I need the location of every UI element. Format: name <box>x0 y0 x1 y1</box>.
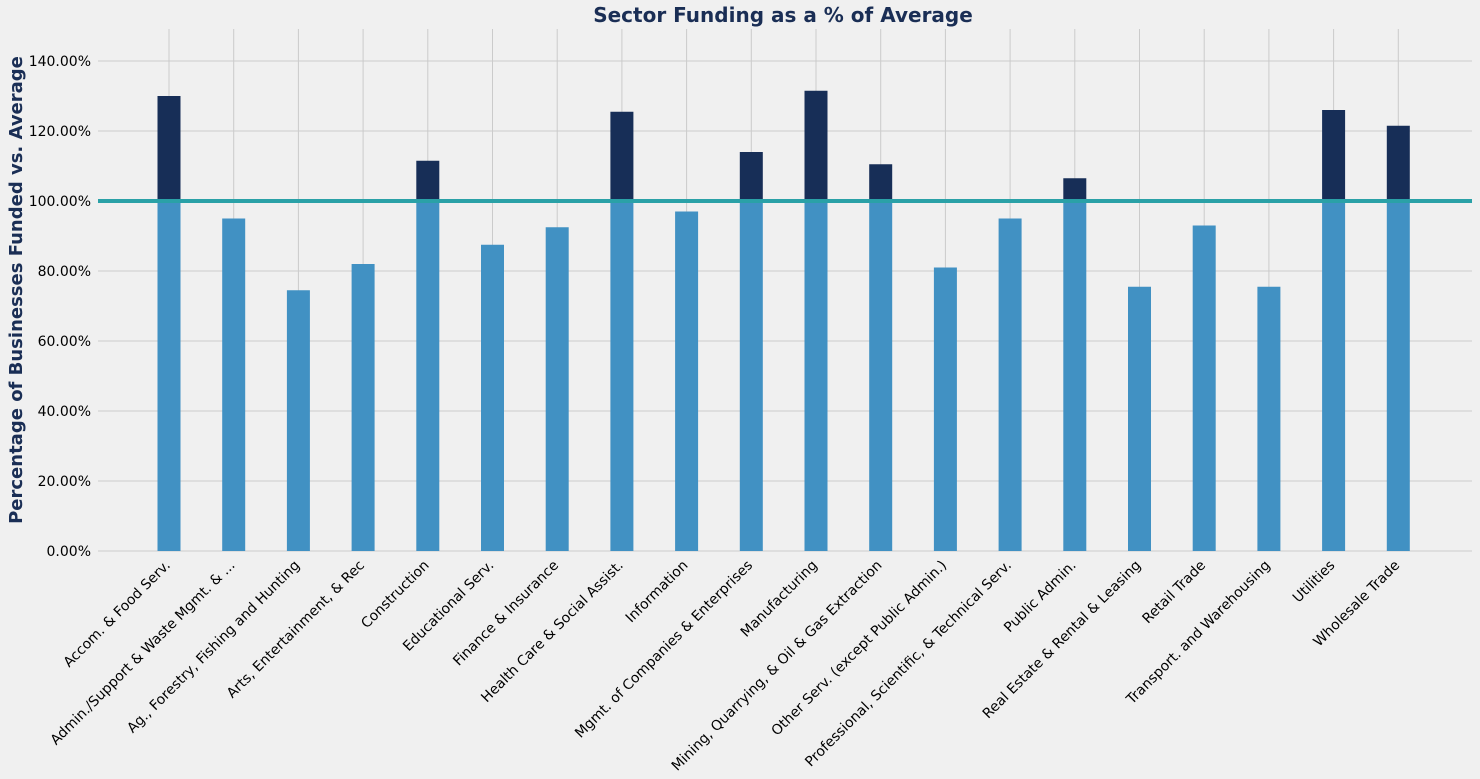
bar-16 <box>1192 225 1216 551</box>
bar-5 <box>481 244 504 551</box>
bar-0 <box>157 96 181 551</box>
bars-layer <box>157 90 1410 551</box>
y-tick-label: 100.00% <box>29 194 91 210</box>
bar-segment-below-average <box>933 267 957 551</box>
bar-segment-below-average <box>804 201 828 551</box>
bar-segment-below-average <box>157 201 181 551</box>
y-tick-label: 0.00% <box>47 544 91 560</box>
bar-segment-below-average <box>739 201 763 551</box>
y-tick-label: 80.00% <box>38 264 91 280</box>
bar-segment-below-average <box>222 218 246 551</box>
bar-segment-below-average <box>1386 201 1410 551</box>
bar-8 <box>675 211 699 551</box>
y-tick-label: 20.00% <box>38 474 91 490</box>
bar-segment-above-average <box>610 111 634 201</box>
bar-segment-below-average <box>286 290 310 551</box>
bar-11 <box>869 164 893 551</box>
bar-segment-below-average <box>1128 286 1151 551</box>
bar-10 <box>804 90 828 551</box>
bar-segment-below-average <box>1192 225 1216 551</box>
bar-13 <box>998 218 1022 551</box>
bar-7 <box>610 111 634 551</box>
y-tick-label: 40.00% <box>38 404 91 420</box>
bar-segment-above-average <box>1322 110 1346 201</box>
bar-4 <box>416 160 440 551</box>
bar-segment-below-average <box>481 244 504 551</box>
bar-segment-above-average <box>157 96 181 201</box>
bar-segment-below-average <box>416 201 440 551</box>
bar-segment-below-average <box>1322 201 1346 551</box>
bar-segment-above-average <box>1063 178 1087 201</box>
bar-2 <box>286 290 310 551</box>
bar-segment-above-average <box>739 152 763 201</box>
y-axis-label: Percentage of Businesses Funded vs. Aver… <box>6 56 27 524</box>
bar-segment-above-average <box>804 90 828 201</box>
bar-17 <box>1257 286 1281 551</box>
bar-15 <box>1128 286 1151 551</box>
y-tick-label: 120.00% <box>29 124 91 140</box>
bar-9 <box>739 152 763 551</box>
bar-1 <box>222 218 246 551</box>
bar-segment-below-average <box>610 201 634 551</box>
bar-6 <box>545 227 569 551</box>
bar-segment-above-average <box>1386 125 1410 201</box>
bar-segment-below-average <box>351 264 375 551</box>
bar-3 <box>351 264 375 551</box>
chart-title: Sector Funding as a % of Average <box>593 3 973 27</box>
bar-segment-below-average <box>675 211 699 551</box>
bar-segment-below-average <box>998 218 1022 551</box>
bar-19 <box>1386 125 1410 551</box>
bar-12 <box>933 267 957 551</box>
bar-segment-below-average <box>1063 201 1087 551</box>
bar-14 <box>1063 178 1087 551</box>
y-tick-labels: 0.00% 20.00% 40.00% 60.00% 80.00% 100.00% 120.… <box>29 54 91 560</box>
y-tick-label: 140.00% <box>29 54 91 70</box>
y-tick-label: 60.00% <box>38 334 91 350</box>
bar-segment-below-average <box>1257 286 1281 551</box>
bar-18 <box>1322 110 1346 551</box>
bar-segment-below-average <box>545 227 569 551</box>
bar-segment-above-average <box>416 160 440 201</box>
bar-segment-below-average <box>869 201 893 551</box>
bar-segment-above-average <box>869 164 893 201</box>
